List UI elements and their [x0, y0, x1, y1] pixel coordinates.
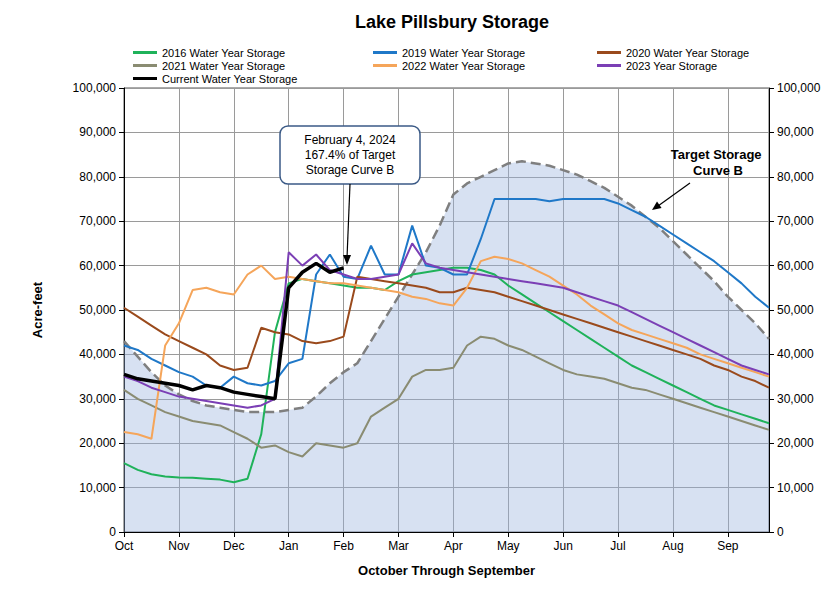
svg-text:40,000: 40,000	[777, 347, 814, 361]
svg-text:February 4, 2024: February 4, 2024	[304, 133, 396, 147]
svg-text:Curve B: Curve B	[693, 163, 743, 178]
svg-text:2021 Water Year Storage: 2021 Water Year Storage	[162, 60, 285, 72]
svg-text:Sep: Sep	[717, 539, 739, 553]
svg-text:2022 Water Year Storage: 2022 Water Year Storage	[402, 60, 525, 72]
svg-text:Feb: Feb	[333, 539, 354, 553]
svg-text:2016 Water Year Storage: 2016 Water Year Storage	[162, 47, 285, 59]
svg-text:30,000: 30,000	[79, 392, 116, 406]
svg-text:100,000: 100,000	[73, 81, 117, 95]
svg-text:Aug: Aug	[662, 539, 683, 553]
svg-text:60,000: 60,000	[79, 259, 116, 273]
svg-text:167.4% of Target: 167.4% of Target	[305, 148, 396, 162]
svg-text:Apr: Apr	[444, 539, 463, 553]
svg-text:2019 Water Year Storage: 2019 Water Year Storage	[402, 47, 525, 59]
svg-text:Acre-feet: Acre-feet	[30, 281, 45, 338]
svg-text:30,000: 30,000	[777, 392, 814, 406]
svg-text:Current Water Year Storage: Current Water Year Storage	[162, 73, 297, 85]
svg-text:20,000: 20,000	[79, 436, 116, 450]
svg-text:50,000: 50,000	[79, 303, 116, 317]
svg-text:Dec: Dec	[223, 539, 244, 553]
svg-text:90,000: 90,000	[79, 125, 116, 139]
svg-text:2023 Year Storage: 2023 Year Storage	[626, 60, 717, 72]
svg-text:Storage Curve B: Storage Curve B	[306, 163, 395, 177]
svg-text:70,000: 70,000	[79, 214, 116, 228]
svg-text:70,000: 70,000	[777, 214, 814, 228]
svg-text:0: 0	[109, 525, 116, 539]
svg-text:10,000: 10,000	[79, 481, 116, 495]
svg-text:Oct: Oct	[115, 539, 134, 553]
svg-text:80,000: 80,000	[777, 170, 814, 184]
svg-text:0: 0	[777, 525, 784, 539]
svg-text:Nov: Nov	[168, 539, 189, 553]
svg-text:20,000: 20,000	[777, 436, 814, 450]
svg-text:Jun: Jun	[553, 539, 572, 553]
svg-text:90,000: 90,000	[777, 125, 814, 139]
svg-text:Target Storage: Target Storage	[671, 147, 765, 162]
svg-text:October Through September: October Through September	[358, 563, 535, 578]
svg-text:May: May	[497, 539, 520, 553]
svg-text:60,000: 60,000	[777, 259, 814, 273]
svg-text:80,000: 80,000	[79, 170, 116, 184]
svg-text:Jan: Jan	[279, 539, 298, 553]
svg-text:50,000: 50,000	[777, 303, 814, 317]
svg-text:Mar: Mar	[388, 539, 409, 553]
svg-text:100,000: 100,000	[777, 81, 821, 95]
svg-text:40,000: 40,000	[79, 347, 116, 361]
svg-text:Jul: Jul	[610, 539, 625, 553]
svg-text:10,000: 10,000	[777, 481, 814, 495]
svg-text:2020 Water Year Storage: 2020 Water Year Storage	[626, 47, 749, 59]
svg-text:Lake Pillsbury Storage: Lake Pillsbury Storage	[355, 12, 549, 32]
